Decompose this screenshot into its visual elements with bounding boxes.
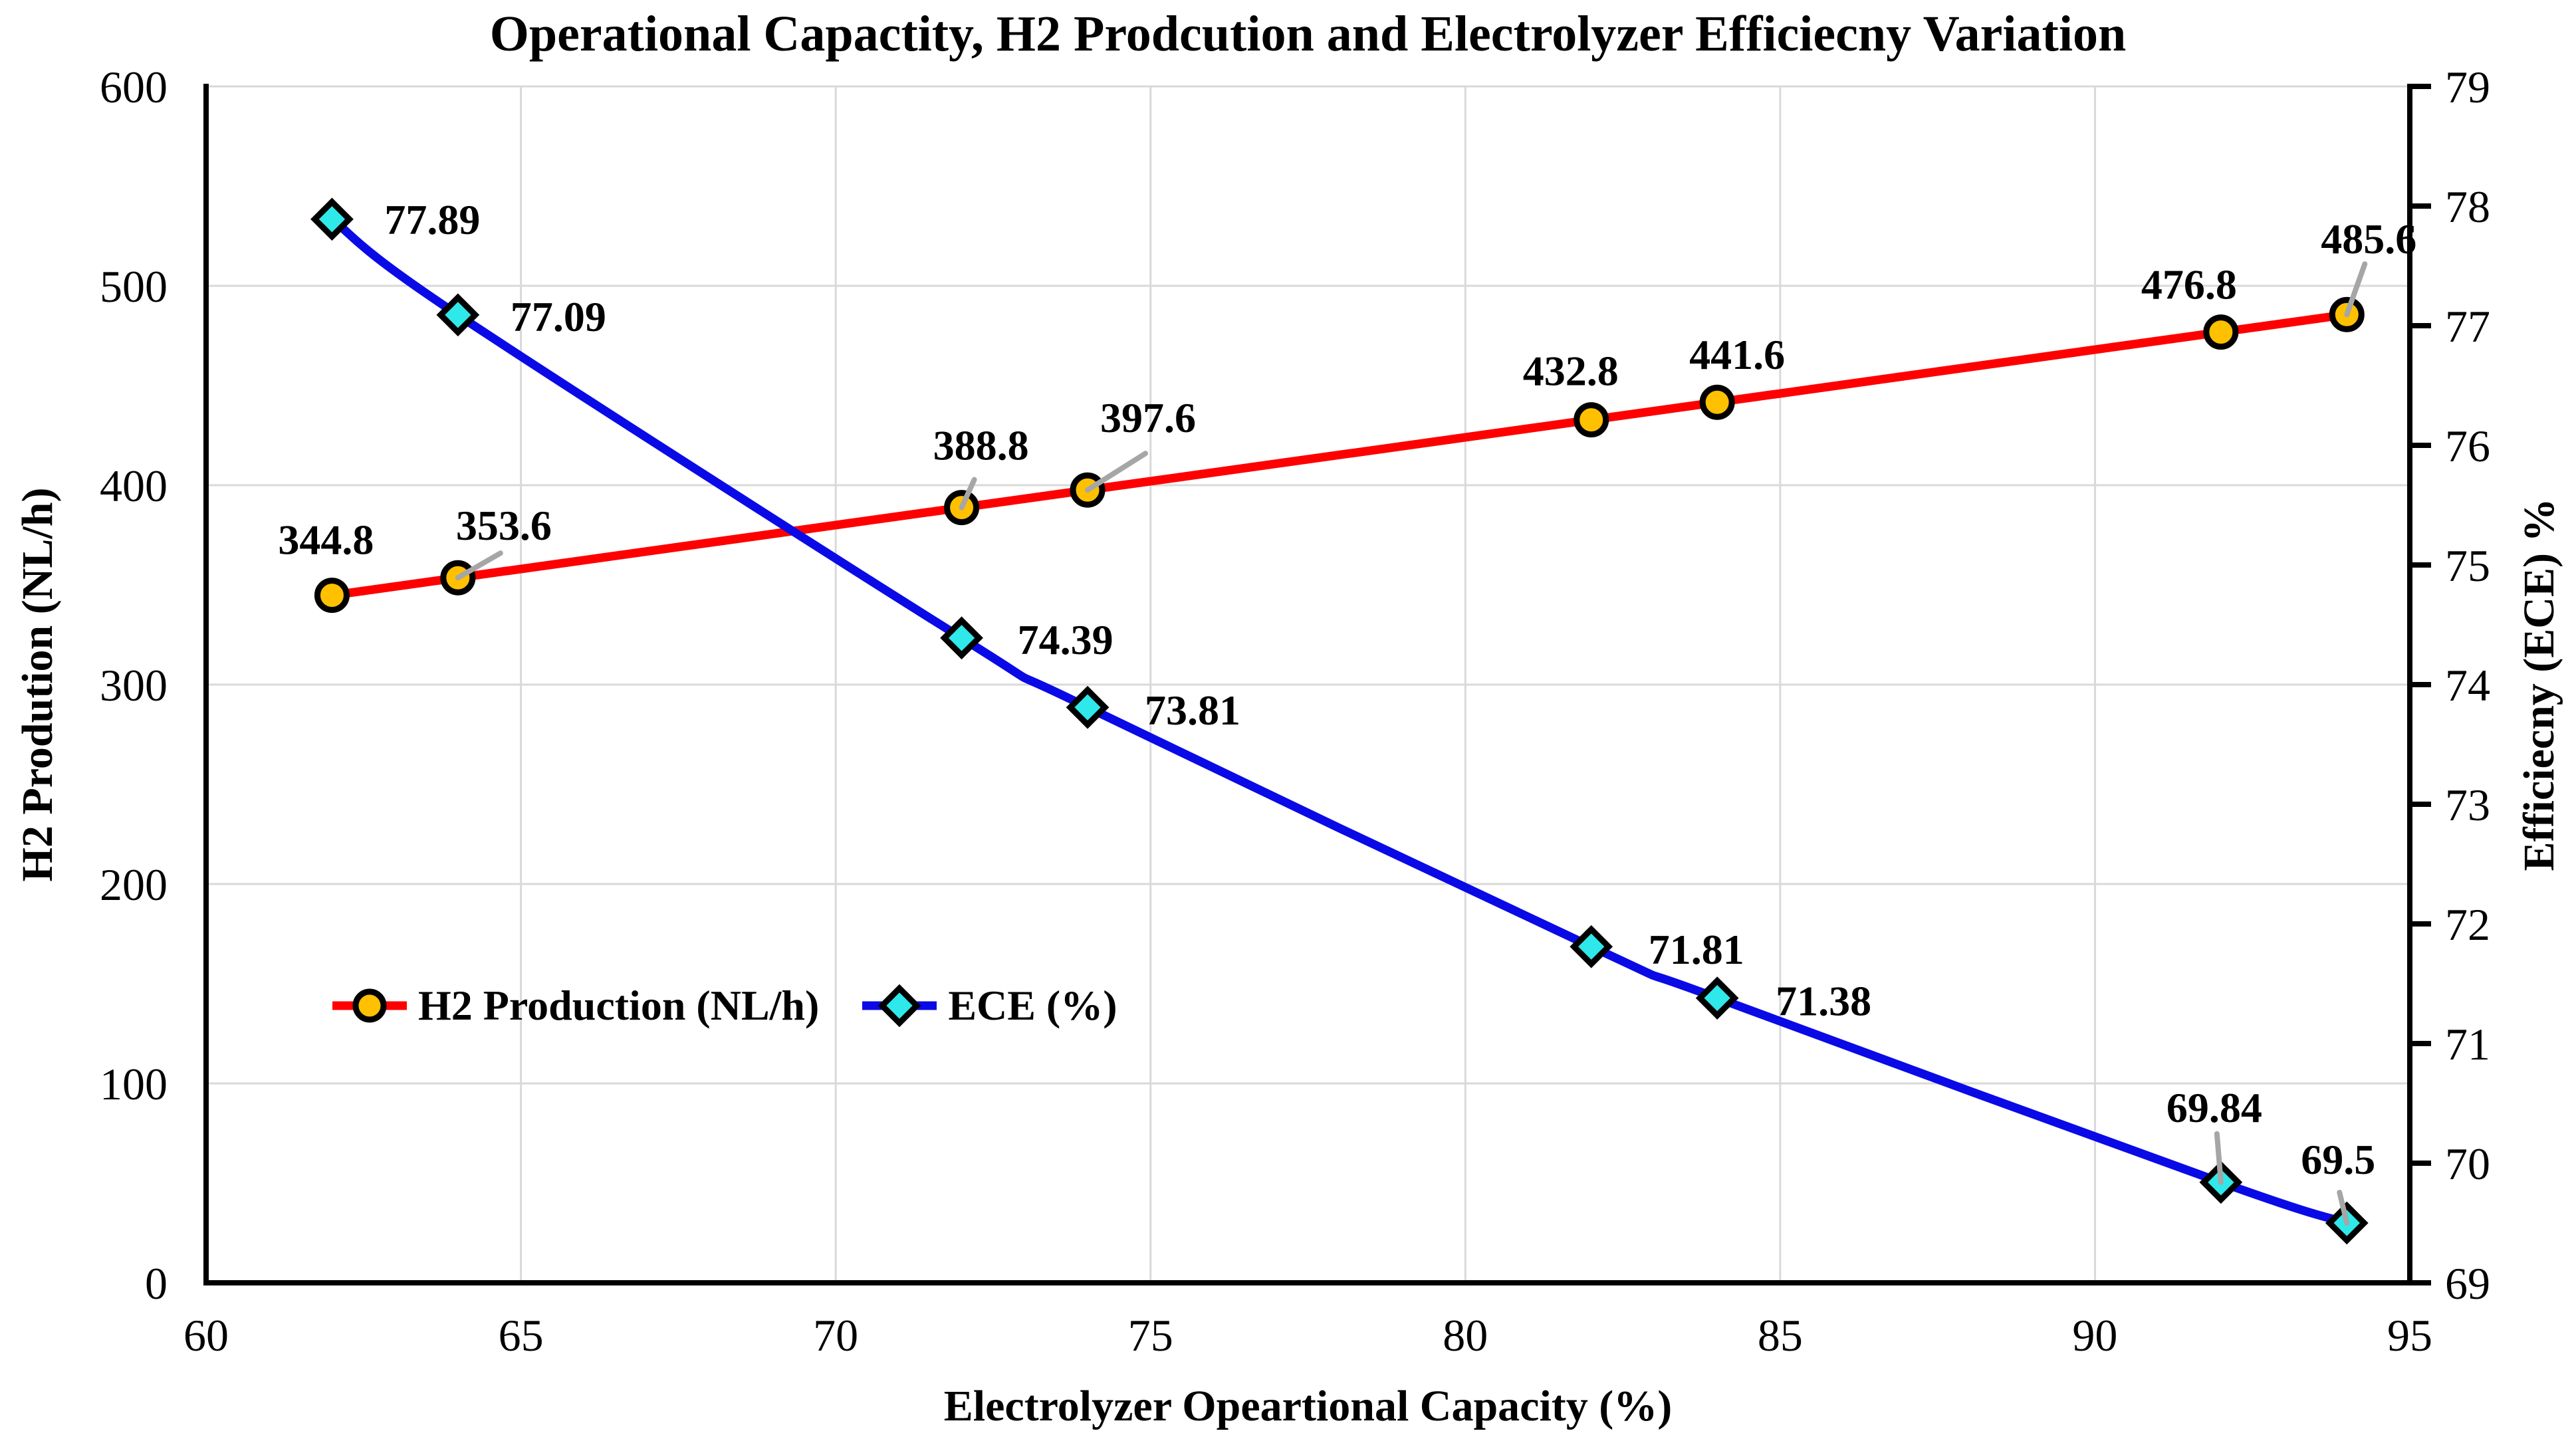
y-tick-label-left: 400	[100, 461, 168, 511]
data-marker-diamond	[1570, 925, 1613, 968]
data-marker-circle	[314, 578, 350, 613]
label-leader-line	[455, 550, 503, 581]
chart-title: Operational Capactity, H2 Prodcution and…	[489, 6, 2127, 62]
data-point-label: 344.8	[278, 516, 374, 564]
legend-entry-ece: ECE (%)	[860, 981, 1117, 1030]
x-tick-label: 70	[813, 1310, 858, 1361]
data-point-label: 74.39	[1018, 616, 1113, 663]
data-marker-diamond	[1066, 685, 1110, 729]
y-tick-label-right: 77	[2445, 301, 2490, 352]
y-tick-label-right: 71	[2445, 1019, 2490, 1069]
data-marker-circle	[1574, 402, 1609, 438]
x-tick-label: 75	[1128, 1310, 1173, 1361]
y-tick-label-right: 78	[2445, 181, 2490, 232]
label-leader-line	[1085, 451, 1148, 493]
legend-label-h2-production: H2 Production (NL/h)	[418, 982, 820, 1029]
data-point-label: 71.38	[1776, 978, 1871, 1025]
label-leader-line	[2214, 1131, 2224, 1185]
x-tick-label: 80	[1443, 1310, 1488, 1361]
data-point-label: 476.8	[2141, 261, 2237, 308]
y-tick-label-right: 70	[2445, 1139, 2490, 1189]
data-point-label: 69.84	[2166, 1084, 2262, 1131]
y-tick-label-left: 300	[100, 660, 168, 711]
data-marker-diamond	[1695, 976, 1739, 1020]
label-leader-line	[2344, 261, 2368, 318]
data-marker-circle	[1699, 384, 1735, 420]
h2-series-legend-marker-icon	[332, 988, 407, 1023]
data-marker-circle	[2203, 314, 2239, 350]
data-marker-diamond	[310, 197, 354, 241]
legend: H2 Production (NL/h) ECE (%)	[330, 981, 1117, 1030]
data-point-label: 441.6	[1689, 331, 1785, 378]
series-line-h2-production	[327, 310, 2351, 600]
x-tick-label: 85	[1758, 1310, 1803, 1361]
y-tick-label-right: 76	[2445, 421, 2490, 471]
y-tick-label-left: 600	[100, 62, 168, 112]
y-tick-label-left: 200	[100, 859, 168, 910]
data-point-label: 69.5	[2301, 1136, 2375, 1183]
x-tick-label: 90	[2072, 1310, 2117, 1361]
y-axis-title-right: Efficiecny (ECE) %	[2515, 498, 2563, 871]
y-tick-label-left: 0	[145, 1258, 168, 1309]
y-tick-label-right: 79	[2445, 62, 2490, 112]
data-marker-diamond	[436, 293, 480, 337]
y-tick-label-right: 73	[2445, 780, 2490, 830]
data-point-label: 71.81	[1649, 926, 1744, 973]
x-tick-label: 60	[183, 1310, 229, 1361]
label-leader-line	[2337, 1190, 2350, 1226]
y-tick-label-left: 100	[100, 1059, 168, 1109]
data-point-label: 432.8	[1523, 348, 1619, 395]
y-tick-label-right: 74	[2445, 660, 2490, 711]
y-tick-label-left: 500	[100, 261, 168, 312]
y-axis-title-left: H2 Prodution (NL/h)	[13, 487, 62, 882]
data-point-label: 397.6	[1100, 394, 1196, 441]
data-point-label: 73.81	[1145, 687, 1240, 734]
label-leader-line	[959, 477, 977, 510]
legend-entry-h2-production: H2 Production (NL/h)	[330, 981, 819, 1030]
y-tick-label-right: 69	[2445, 1258, 2490, 1309]
data-point-label: 353.6	[456, 502, 552, 549]
data-point-label: 77.09	[511, 293, 606, 340]
data-point-label: 485.6	[2321, 215, 2416, 263]
ece-series-legend-marker-icon	[862, 984, 937, 1027]
x-tick-label: 65	[499, 1310, 544, 1361]
x-axis-title: Electrolyzer Opeartional Capacity (%)	[943, 1382, 1673, 1430]
legend-label-ece: ECE (%)	[948, 982, 1117, 1029]
data-marker-diamond	[940, 616, 983, 660]
x-tick-label: 95	[2387, 1310, 2432, 1361]
series-line-ece	[327, 215, 2351, 1228]
data-point-label: 77.89	[384, 196, 480, 243]
y-tick-label-right: 72	[2445, 899, 2490, 950]
y-tick-label-right: 75	[2445, 540, 2490, 591]
data-point-label: 388.8	[933, 422, 1029, 469]
